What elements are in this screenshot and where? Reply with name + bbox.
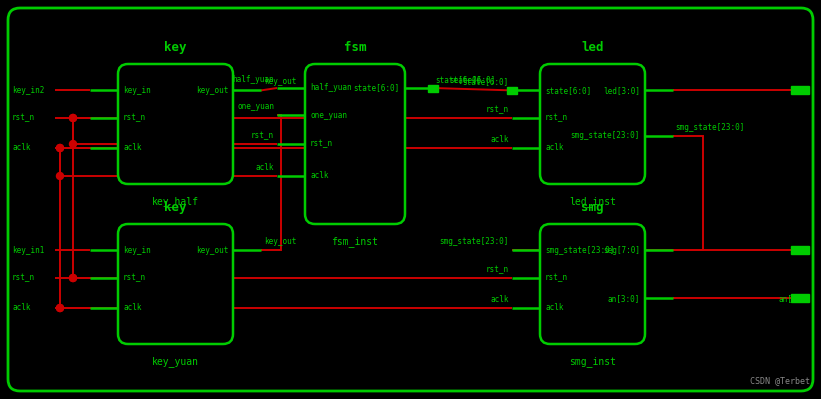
Text: CSDN @Terbet: CSDN @Terbet xyxy=(750,376,810,385)
Text: rst_n: rst_n xyxy=(123,113,146,122)
Text: rst_n: rst_n xyxy=(251,131,274,140)
Text: state[6:0]: state[6:0] xyxy=(545,86,591,95)
FancyBboxPatch shape xyxy=(305,64,405,224)
Text: smg: smg xyxy=(581,201,603,214)
Text: state[6:0]: state[6:0] xyxy=(354,83,400,93)
Text: rst_n: rst_n xyxy=(12,113,35,122)
Text: key_out: key_out xyxy=(264,77,296,87)
Text: key_in: key_in xyxy=(123,86,151,95)
FancyBboxPatch shape xyxy=(540,64,645,184)
Circle shape xyxy=(57,144,63,152)
Text: rst_n: rst_n xyxy=(310,140,333,148)
Text: aclk: aclk xyxy=(490,295,509,304)
Text: state[6:0]: state[6:0] xyxy=(463,77,509,87)
Circle shape xyxy=(70,275,76,282)
Bar xyxy=(791,247,809,255)
Text: led1: led1 xyxy=(792,86,811,95)
Text: rst_n: rst_n xyxy=(12,273,35,282)
Text: an[3:0]: an[3:0] xyxy=(608,294,640,303)
Text: key_half: key_half xyxy=(152,196,199,207)
Text: one_yuan: one_yuan xyxy=(237,102,274,111)
Text: an[3:0]: an[3:0] xyxy=(778,294,811,303)
Circle shape xyxy=(70,275,76,282)
Text: rst_n: rst_n xyxy=(545,113,568,122)
Text: aclk: aclk xyxy=(255,163,274,172)
Text: smg_inst: smg_inst xyxy=(569,356,616,367)
Text: rst_n: rst_n xyxy=(486,265,509,274)
Text: key_in2: key_in2 xyxy=(12,86,44,95)
Text: aclk: aclk xyxy=(123,304,141,312)
Text: half_yuan: half_yuan xyxy=(232,75,274,84)
Circle shape xyxy=(57,304,63,312)
Text: led[3:0]: led[3:0] xyxy=(603,86,640,95)
FancyBboxPatch shape xyxy=(118,224,233,344)
Text: state[6:0]: state[6:0] xyxy=(449,75,496,84)
Circle shape xyxy=(57,172,63,180)
Text: aclk: aclk xyxy=(545,304,563,312)
Bar xyxy=(791,87,809,95)
Text: key_out: key_out xyxy=(195,86,228,95)
Text: led: led xyxy=(581,41,603,54)
Text: seg[7:0]: seg[7:0] xyxy=(603,246,640,255)
Text: smg_state[23:0]: smg_state[23:0] xyxy=(439,237,509,247)
Text: aclk: aclk xyxy=(12,144,30,152)
FancyBboxPatch shape xyxy=(540,224,645,344)
Text: led_inst: led_inst xyxy=(569,196,616,207)
Text: led1: led1 xyxy=(792,86,811,95)
Bar xyxy=(428,85,438,91)
Text: smg_state[23:0]: smg_state[23:0] xyxy=(675,123,745,132)
Text: fsm: fsm xyxy=(344,41,366,54)
Text: state[6:0]: state[6:0] xyxy=(435,75,481,84)
Text: aclk: aclk xyxy=(310,172,328,180)
Text: key_in: key_in xyxy=(123,246,151,255)
Text: one_yuan: one_yuan xyxy=(310,111,347,120)
Circle shape xyxy=(57,304,63,312)
Text: key: key xyxy=(164,201,186,214)
Text: seg7: seg7 xyxy=(792,246,811,255)
Text: key_in1: key_in1 xyxy=(12,246,44,255)
Text: aclk: aclk xyxy=(545,144,563,152)
Circle shape xyxy=(70,115,76,122)
Text: aclk: aclk xyxy=(12,304,30,312)
Text: rst_n: rst_n xyxy=(123,273,146,282)
Text: aclk: aclk xyxy=(490,135,509,144)
Circle shape xyxy=(70,140,76,148)
Text: smg_state[23:0]: smg_state[23:0] xyxy=(571,132,640,140)
Circle shape xyxy=(57,144,63,152)
Circle shape xyxy=(70,115,76,122)
Text: key_yuan: key_yuan xyxy=(152,356,199,367)
Bar xyxy=(791,294,809,302)
Text: rst_n: rst_n xyxy=(545,273,568,282)
Text: half_yuan: half_yuan xyxy=(310,83,351,93)
Text: aclk: aclk xyxy=(123,144,141,152)
FancyBboxPatch shape xyxy=(118,64,233,184)
Text: rst_n: rst_n xyxy=(486,105,509,114)
Text: key: key xyxy=(164,41,186,54)
Text: key_out: key_out xyxy=(195,246,228,255)
Text: smg_state[23:0]: smg_state[23:0] xyxy=(545,246,614,255)
Text: key_out: key_out xyxy=(264,237,296,247)
Bar xyxy=(507,87,517,94)
Text: fsm_inst: fsm_inst xyxy=(332,236,378,247)
